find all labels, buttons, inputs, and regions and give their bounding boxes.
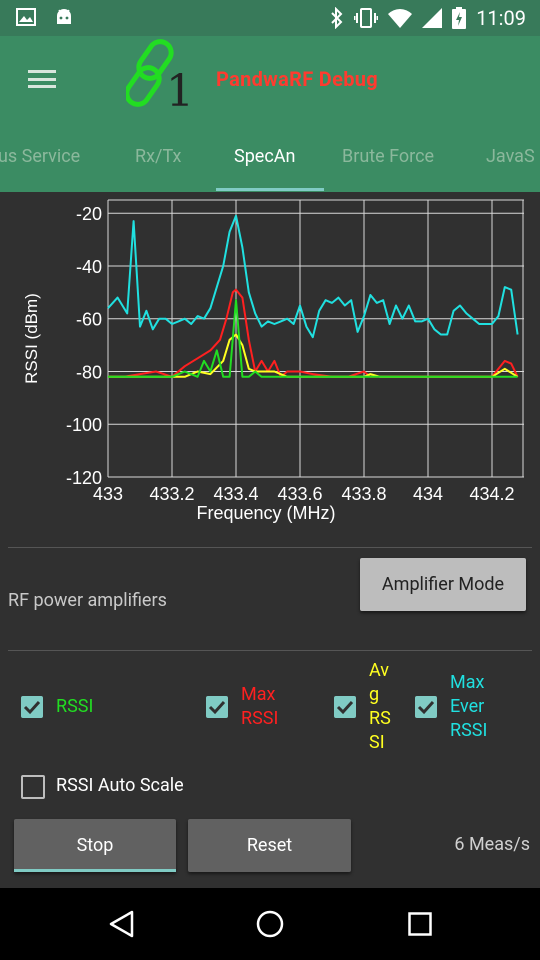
- vibrate-icon: [354, 8, 379, 28]
- tab-bar: us Service Rx/Tx SpecAn Brute Force Java…: [0, 120, 540, 192]
- series-line-avg-rssi: [108, 333, 519, 378]
- menu-icon[interactable]: [28, 70, 56, 88]
- rssi-checkbox-label: RSSI: [56, 696, 94, 717]
- rssi-auto-scale-label: RSSI Auto Scale: [56, 775, 184, 796]
- app-bar: 1 PandwaRF Debug: [0, 36, 540, 120]
- rssi-checkbox[interactable]: [21, 696, 43, 718]
- amplifiers-label: RF power amplifiers: [8, 590, 167, 611]
- tab-bus-service[interactable]: us Service: [0, 146, 81, 167]
- divider: [8, 650, 532, 651]
- tab-javascript[interactable]: JavaS: [486, 146, 535, 167]
- stop-button-indicator: [14, 869, 176, 872]
- battery-icon: [452, 7, 467, 29]
- android-notification-icon: [57, 9, 71, 24]
- x-tick-label: 433.2: [149, 484, 194, 504]
- y-tick-label: -20: [76, 204, 102, 224]
- reset-button[interactable]: Reset: [188, 819, 351, 872]
- x-tick-label: 434: [413, 484, 443, 504]
- back-icon[interactable]: [108, 910, 134, 938]
- amplifier-mode-button[interactable]: Amplifier Mode: [360, 558, 526, 611]
- measurement-rate: 6 Meas/s: [454, 834, 530, 855]
- x-axis-label: Frequency (MHz): [196, 503, 335, 523]
- stop-button[interactable]: Stop: [14, 819, 176, 872]
- wifi-icon: [388, 9, 413, 28]
- y-tick-label: -60: [76, 310, 102, 330]
- x-tick-label: 433: [93, 484, 123, 504]
- y-tick-label: -80: [76, 362, 102, 382]
- check-icon: [23, 700, 41, 715]
- check-icon: [417, 700, 435, 715]
- pandwarf-logo: [126, 39, 174, 107]
- status-time: 11:09: [476, 6, 526, 30]
- max-ever-rssi-checkbox-label: Max Ever RSSI: [450, 672, 488, 741]
- status-bar: 11:09: [0, 0, 540, 36]
- tab-indicator: [216, 188, 324, 191]
- logo-digit: 1: [166, 66, 194, 117]
- app-title: PandwaRF Debug: [216, 67, 378, 91]
- avg-rssi-checkbox[interactable]: [334, 696, 356, 718]
- max-rssi-checkbox[interactable]: [206, 696, 228, 718]
- specan-content: -20 -40 -60 -80 -100 -120 433 433.2 433.4 433.6 43…: [0, 192, 540, 888]
- home-icon[interactable]: [256, 910, 284, 938]
- avg-rssi-checkbox-label: Av g RS SI: [369, 660, 391, 753]
- series-line-rssi: [108, 299, 518, 378]
- navigation-bar: [0, 888, 540, 960]
- image-notification-icon: [16, 8, 36, 26]
- x-tick-label: 433.6: [277, 484, 322, 504]
- recents-icon[interactable]: [408, 912, 432, 936]
- y-tick-label: -100: [66, 415, 102, 435]
- bluetooth-icon: [331, 7, 343, 29]
- y-axis-label: RSSI (dBm): [22, 293, 41, 384]
- tab-brute-force[interactable]: Brute Force: [342, 146, 435, 167]
- tab-rxtx[interactable]: Rx/Tx: [135, 146, 182, 167]
- y-tick-label: -40: [76, 257, 102, 277]
- y-tick-label: -120: [66, 468, 102, 488]
- x-tick-label: 434.2: [469, 484, 514, 504]
- rssi-auto-scale-checkbox[interactable]: [21, 775, 45, 799]
- max-rssi-checkbox-label: Max RSSI: [241, 684, 279, 729]
- check-icon: [336, 700, 354, 715]
- signal-icon: [422, 8, 443, 28]
- tab-specan[interactable]: SpecAn: [234, 146, 296, 167]
- divider: [8, 547, 532, 548]
- check-icon: [208, 700, 226, 715]
- x-tick-label: 433.8: [341, 484, 386, 504]
- max-ever-rssi-checkbox[interactable]: [415, 696, 437, 718]
- series-line-max-ever-rssi: [107, 214, 519, 339]
- x-tick-label: 433.4: [213, 484, 258, 504]
